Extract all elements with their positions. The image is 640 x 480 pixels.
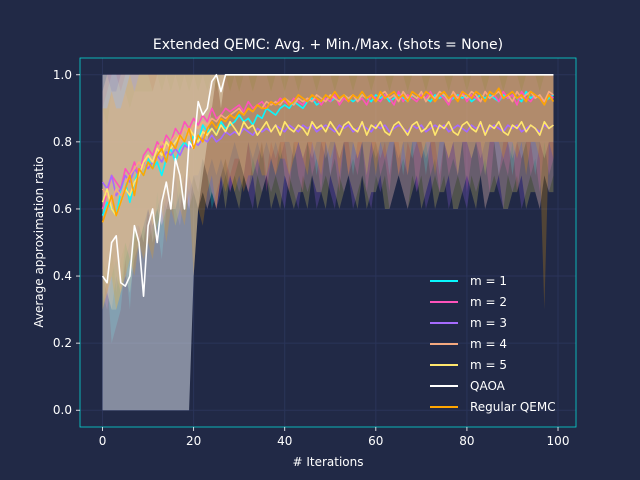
band-qaoa: [102, 74, 554, 411]
y-tick-label: 0.2: [53, 336, 72, 350]
series-line-qaoa: [101, 73, 554, 297]
x-tick-label: 80: [459, 434, 474, 448]
y-tick-label: 0.0: [53, 403, 72, 417]
band-m-3: [102, 74, 554, 293]
x-tick-label: 100: [547, 434, 570, 448]
x-tick-label: 0: [99, 434, 107, 448]
chart-title: Extended QEMC: Avg. + Min./Max. (shots =…: [153, 37, 503, 53]
band-m-1: [102, 74, 554, 344]
x-tick-label: 40: [277, 434, 292, 448]
y-tick-label: 0.6: [53, 202, 72, 216]
series-line-regular-qemc: [101, 87, 555, 223]
tick-layer: 0 20 40 60 80 100 0.0 0.2 0.4 0.6 0.8 1.0: [53, 68, 570, 448]
legend-label: m = 4: [470, 337, 507, 351]
y-tick-label: 0.4: [53, 269, 72, 283]
legend-label: m = 3: [470, 316, 507, 330]
y-tick-label: 0.8: [53, 135, 72, 149]
series-line-m-5: [101, 120, 554, 217]
plot-area: [79, 57, 577, 428]
y-axis-label: Average approximation ratio: [32, 156, 46, 327]
axes-frame: [79, 57, 577, 428]
legend-label: Regular QEMC: [470, 400, 556, 414]
series-line-m-2: [101, 90, 554, 210]
y-tick-label: 1.0: [53, 68, 72, 82]
x-axis-label: # Iterations: [292, 455, 363, 469]
x-tick-label: 20: [186, 434, 201, 448]
legend-label: m = 5: [470, 358, 507, 372]
legend-label: m = 1: [470, 274, 507, 288]
legend: m = 1 m = 2 m = 3 m = 4 m = 5 QAOA Regular QEM…: [430, 274, 556, 414]
x-tick-label: 60: [368, 434, 383, 448]
line-layer: [101, 73, 555, 297]
legend-label: m = 2: [470, 295, 507, 309]
legend-label: QAOA: [470, 379, 506, 393]
